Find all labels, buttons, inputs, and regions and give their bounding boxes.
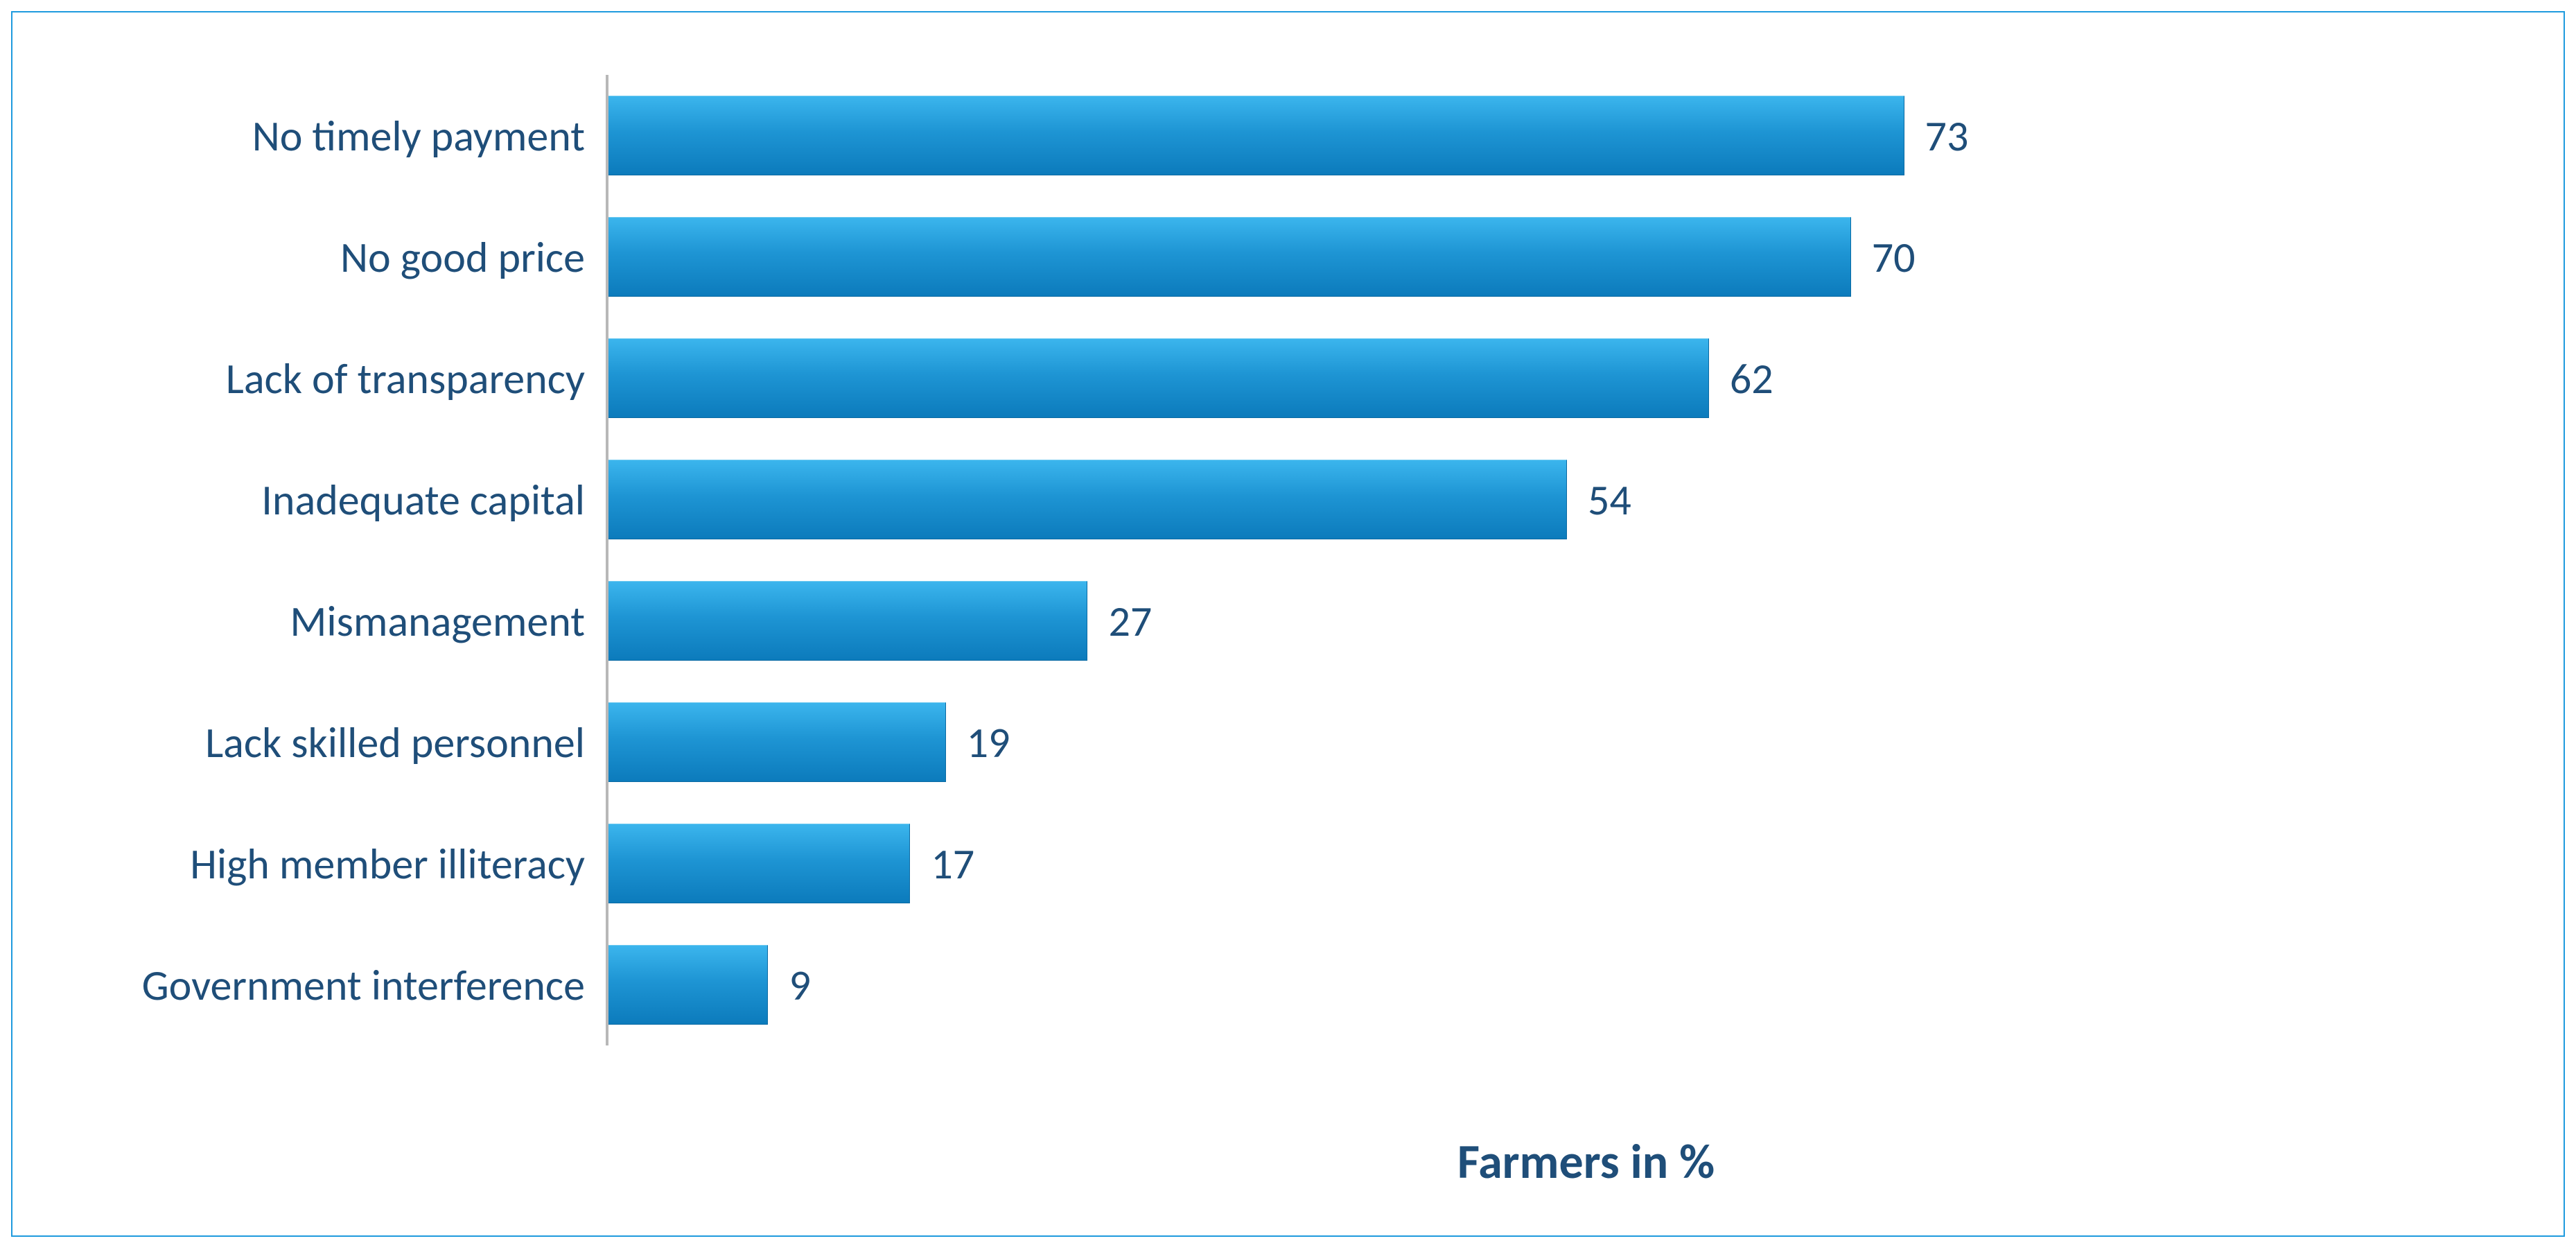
category-label: Government interference [82,959,606,1011]
category-label: No timely payment [82,110,606,162]
bar-row: 73 [608,75,2383,196]
bar-value: 70 [1872,231,1916,284]
bar-value: 73 [1925,110,1969,162]
category-label: No good price [82,231,606,284]
x-axis-title: Farmers in % [608,1131,2564,1191]
bar-value: 62 [1730,352,1773,405]
bar-value: 9 [789,959,810,1011]
bar-value: 54 [1588,474,1631,526]
bar-value: 19 [967,716,1010,769]
category-label: Inadequate capital [82,474,606,526]
bar-row: 19 [608,681,2383,803]
bar [608,824,910,904]
plot-area: No timely payment No good price Lack of tr… [82,75,2383,1045]
bar-row: 62 [608,318,2383,439]
category-label: Lack skilled personnel [82,716,606,769]
bar [608,702,946,783]
category-label: Lack of transparency [82,352,606,405]
chart-frame: No timely payment No good price Lack of tr… [11,11,2565,1237]
bar-value: 27 [1108,595,1152,648]
bar [608,581,1087,661]
bar [608,338,1709,419]
bar-row: 17 [608,803,2383,924]
bar [608,945,768,1025]
bar [608,460,1567,540]
category-label: High member illiteracy [82,837,606,890]
bar-value: 17 [931,837,974,890]
bar [608,217,1851,297]
bar-row: 9 [608,924,2383,1045]
y-axis-labels: No timely payment No good price Lack of tr… [82,75,608,1045]
bar-row: 27 [608,560,2383,681]
category-label: Mismanagement [82,595,606,648]
bar-row: 54 [608,439,2383,560]
bar-row: 70 [608,196,2383,318]
bar [608,96,1904,176]
bars-area: 73 70 62 54 27 19 17 9 [608,75,2383,1045]
